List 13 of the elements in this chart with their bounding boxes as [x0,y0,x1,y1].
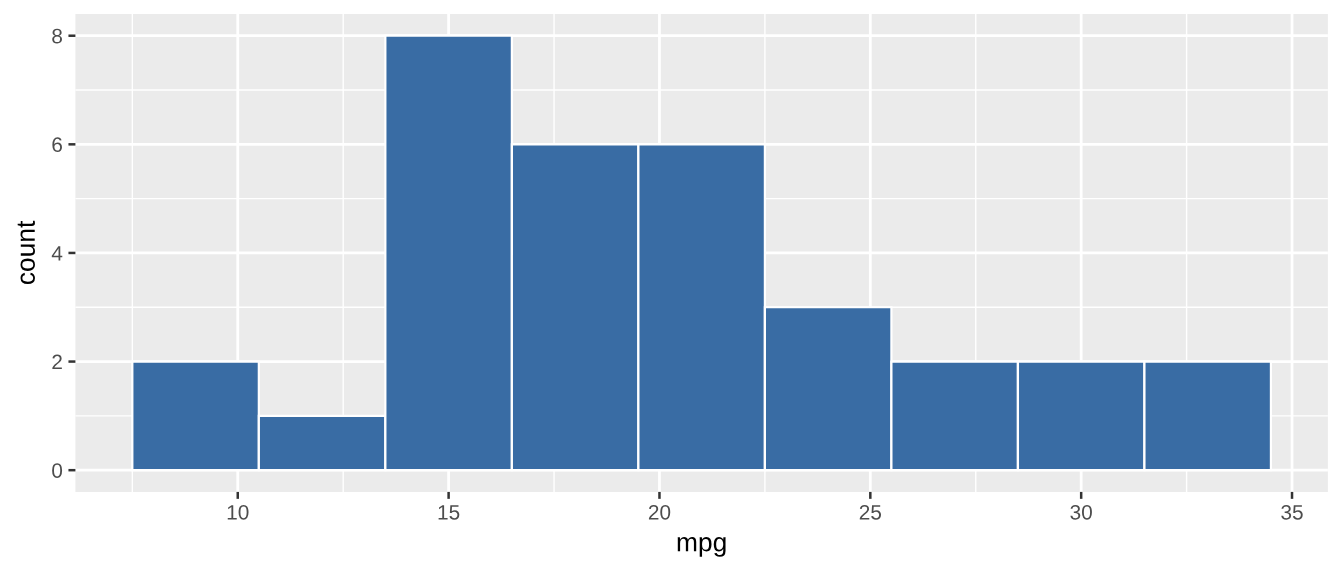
x-tick-label: 20 [648,504,671,520]
y-tick-label: 6 [52,137,62,153]
x-tick-label: 35 [1281,504,1303,520]
x-tick-label: 25 [859,504,882,520]
y-tick-label: 4 [51,246,63,261]
x-tick-label: 15 [438,505,460,520]
x-tick-label: 10 [227,504,249,520]
x-tick-label: 30 [1070,504,1092,520]
y-axis-title: count [17,220,35,285]
y-tick-label: 8 [52,28,62,44]
y-tick-label: 2 [52,354,62,370]
y-tick-label: 0 [52,463,63,478]
x-axis-title: mpg [677,537,726,557]
